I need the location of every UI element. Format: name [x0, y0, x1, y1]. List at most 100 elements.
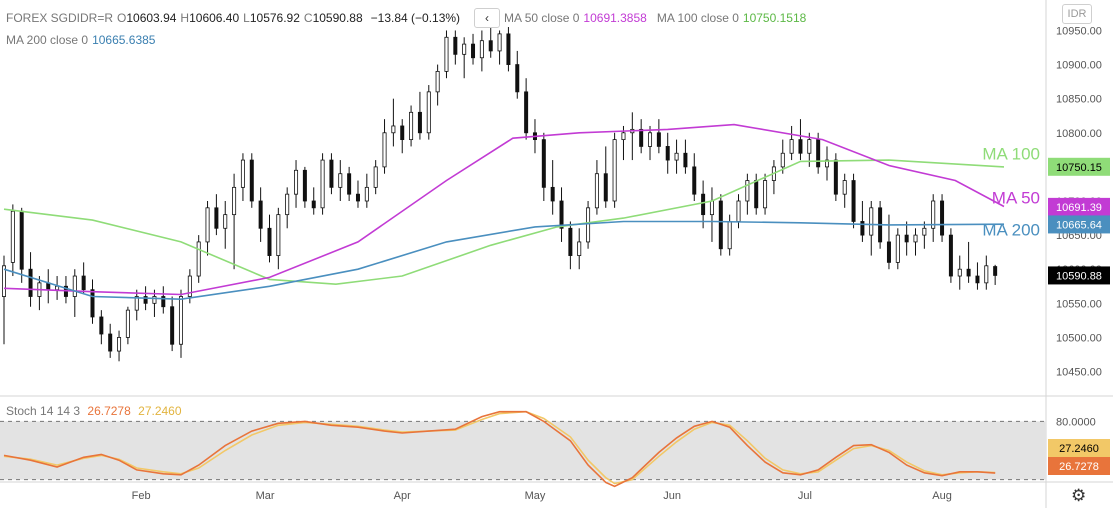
candle-body [347, 173, 352, 195]
open-label: O [117, 11, 127, 25]
candle-body [444, 36, 449, 72]
candle-body [170, 306, 175, 345]
candle-body [833, 159, 838, 195]
candle-body [515, 64, 520, 93]
ma-text-label: MA 200 [982, 221, 1040, 240]
candle-body [152, 296, 157, 304]
candle-body [2, 265, 7, 297]
candle-body [117, 337, 122, 352]
candle-body [869, 207, 874, 236]
candle-body [940, 200, 945, 236]
candle-body [240, 159, 245, 188]
candle-body [90, 289, 95, 318]
candle-body [559, 200, 564, 229]
stoch-legend: Stoch 14 14 3 26.7278 27.2460 [6, 404, 182, 418]
candle-body [364, 186, 369, 202]
candle-body [187, 275, 192, 297]
candle-body [816, 139, 821, 168]
candle-body [400, 125, 405, 141]
candle-body [745, 180, 750, 202]
candle-body [134, 296, 139, 311]
legend-main: FOREX SGDIDR=R O 10603.94 H 10606.40 L 1… [6, 8, 810, 28]
candle-body [754, 180, 759, 209]
candle-body [453, 36, 458, 55]
candle-body [763, 180, 768, 209]
candle-body [99, 316, 104, 335]
candle-body [913, 234, 918, 243]
candle-body [860, 221, 865, 236]
candle-body [948, 234, 953, 277]
candle-body [798, 139, 803, 154]
high-value: 10606.40 [189, 11, 240, 25]
candle-body [506, 33, 511, 65]
candle-body [19, 210, 24, 270]
candle-body [665, 146, 670, 161]
candle-body [727, 221, 732, 250]
candle-body [648, 132, 653, 147]
candle-body [895, 234, 900, 263]
candle-body [338, 173, 343, 188]
candle-body [966, 268, 971, 277]
price-label: 10750.15 [1056, 162, 1102, 174]
candle-body [72, 275, 77, 297]
candle-body [196, 241, 201, 277]
candle-body [957, 268, 962, 277]
candle-body [294, 169, 299, 195]
candle-body [993, 266, 998, 276]
price-label: 10665.64 [1056, 219, 1102, 231]
candle-body [984, 265, 989, 284]
symbol-label: FOREX SGDIDR=R [6, 11, 114, 25]
time-tick-label: Jun [663, 490, 681, 502]
candle-body [276, 214, 281, 256]
collapse-legend-button[interactable]: ‹ [474, 8, 501, 28]
candle-body [320, 159, 325, 209]
candle-body [471, 43, 476, 59]
candle-body [479, 40, 484, 59]
ma100-value: 10750.1518 [742, 11, 807, 25]
candle-body [541, 139, 546, 188]
candle-body [161, 296, 166, 308]
candle-body [355, 193, 360, 202]
ma-text-label: MA 100 [982, 144, 1040, 163]
price-label-bg [1048, 197, 1110, 216]
candle-body [709, 200, 714, 216]
price-tick-label: 10450.00 [1056, 367, 1102, 379]
currency-button[interactable]: IDR [1062, 4, 1092, 24]
ma200-value: 10665.6385 [92, 33, 156, 47]
change-value: −13.84 (−0.13%) [370, 11, 461, 25]
candle-body [302, 169, 307, 202]
time-tick-label: Mar [256, 490, 275, 502]
stoch-label: Stoch 14 14 3 [6, 404, 81, 418]
price-label-bg [1048, 215, 1110, 234]
candle-body [329, 159, 334, 188]
ma50-line [3, 123, 1005, 296]
candle-body [214, 207, 219, 229]
ma100-line [3, 159, 1005, 286]
candle-body [550, 186, 555, 202]
open-value: 10603.94 [126, 11, 177, 25]
price-label-bg [1048, 266, 1110, 285]
candle-body [807, 139, 812, 154]
candle-body [736, 200, 741, 222]
stoch-value-label-bg [1048, 457, 1110, 475]
candle-body [462, 43, 467, 55]
candle-body [524, 91, 529, 134]
ma200-label: MA 200 close 0 [6, 33, 89, 47]
candle-body [886, 241, 891, 263]
close-label: C [303, 11, 313, 25]
candle-body [108, 333, 113, 352]
price-tick-label: 10550.00 [1056, 298, 1102, 310]
time-tick-label: May [525, 490, 546, 502]
time-tick-label: Apr [394, 490, 411, 502]
candle-body [586, 207, 591, 243]
candle-body [55, 285, 60, 291]
candle-body [382, 132, 387, 168]
candle-body [603, 173, 608, 202]
ma50-value: 10691.3858 [583, 11, 647, 25]
stoch-d-value: 27.2460 [138, 404, 182, 418]
price-tick-label: 10500.00 [1056, 332, 1102, 344]
candle-body [178, 296, 183, 345]
gear-icon[interactable]: ⚙ [1071, 486, 1087, 505]
